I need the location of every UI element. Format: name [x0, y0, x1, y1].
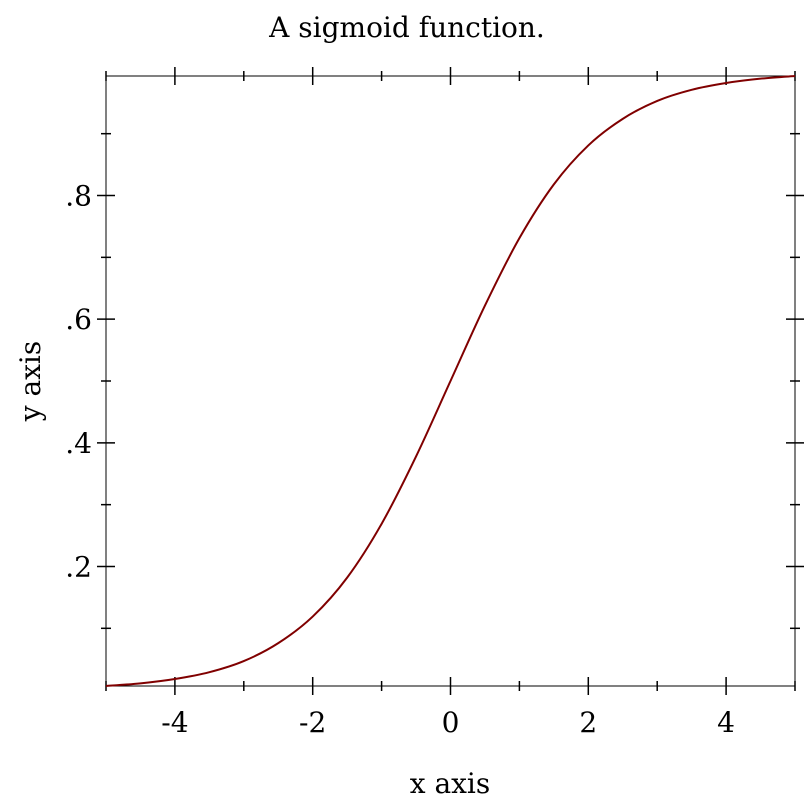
- x-axis-label: x axis: [410, 767, 491, 800]
- axis-ticks: -4 -2 0 2 4 .2 .4 .6 .8: [65, 67, 804, 739]
- x-tick-label: -4: [161, 706, 188, 739]
- y-tick-label: .4: [65, 427, 92, 460]
- x-tick-label: 4: [717, 706, 735, 739]
- sigmoid-series-line: [105, 75, 796, 687]
- y-axis-label: y axis: [14, 341, 47, 423]
- x-tick-label: 2: [579, 706, 597, 739]
- y-tick-label: .8: [65, 180, 92, 213]
- y-tick-label: .2: [65, 550, 92, 583]
- x-tick-label: -2: [299, 706, 326, 739]
- chart-title: A sigmoid function.: [268, 11, 545, 44]
- y-tick-label: .6: [65, 303, 92, 336]
- x-tick-label: 0: [442, 706, 460, 739]
